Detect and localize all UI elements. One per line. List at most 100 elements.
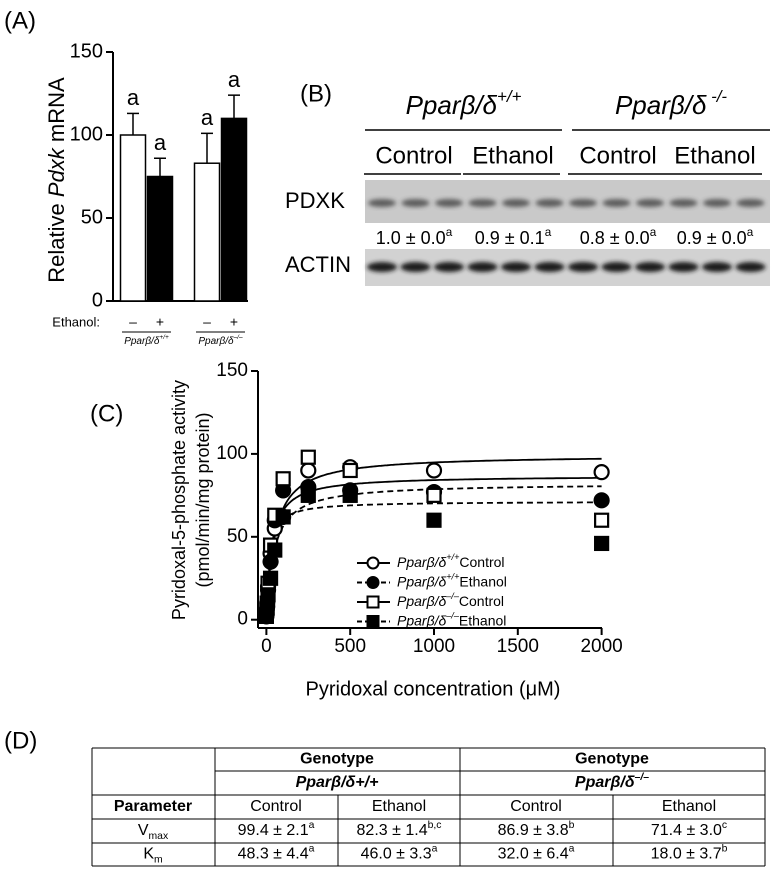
legend-genotype-sup: +/+ [446,552,459,562]
genotype-label-part: +/+ [497,87,522,106]
x-tick-label: 2000 [580,636,622,657]
table-parameter-part: V [138,822,149,839]
band [635,262,665,272]
legend-label: Pparβ/δ+/+Ethanol [397,572,507,589]
band [400,262,431,272]
marker [593,492,610,509]
group-label: Pparβ/δ–/– [198,334,243,346]
band [468,199,497,207]
quantification-part: 0.8 ± 0.0 [580,228,650,248]
genotype-label-part: Pparβ/δ [615,90,707,120]
table-cell-part: b,c [428,820,442,831]
panel-label: (B) [300,80,332,107]
y-tick-label: 0 [92,289,103,311]
band [568,262,598,272]
x-axis-label: Pyridoxal concentration (μM) [306,678,561,700]
table-genotype: Pparβ/δ+/+ [296,774,379,791]
panel-label: (D) [4,727,37,754]
band [401,199,430,207]
x-tick-label: 1000 [413,636,455,657]
y-tick-label: 150 [70,40,103,62]
legend-genotype: Pparβ/δ [397,573,446,589]
legend-label: Pparβ/δ–/–Ethanol [397,611,506,628]
legend-genotype: Pparβ/δ [397,593,446,609]
marker [426,512,442,528]
quantification: 1.0 ± 0.0a [376,226,453,248]
panel-label: (A) [4,7,36,34]
marker [267,542,283,558]
table-cell-part: 32.0 ± 6.4 [498,846,569,863]
table-column-header: Control [510,798,562,815]
quantification-part: 0.9 ± 0.1 [475,228,545,248]
band [702,262,732,272]
treatment-label: Control [579,142,656,169]
bar-label: a [127,85,140,110]
table-cell-part: a [309,844,315,855]
bar-label: a [201,105,214,130]
genotype-label-part: Pparβ/δ [406,90,498,120]
marker [425,462,443,479]
band [535,199,564,207]
treatment-label: Ethanol [674,142,755,169]
marker [594,512,610,528]
marker [426,487,442,503]
band [435,199,463,207]
legend-genotype-sup: +/+ [446,572,459,582]
marker [260,587,276,603]
y-tick-label: 0 [237,609,248,630]
bar [220,117,248,302]
quantification: 0.9 ± 0.0a [677,226,754,248]
table-cell-part: 46.0 ± 3.3 [361,846,432,863]
table-genotype: Pparβ/δ–/– [575,772,649,791]
group-label-part: Pparβ/δ [198,336,234,347]
table-column-header: Ethanol [372,798,426,815]
table-cell-part: 99.4 ± 2.1 [238,822,309,839]
group-label-part: –/– [233,334,243,341]
marker [275,471,291,487]
legend-marker [366,556,380,570]
bar [146,175,174,302]
row-label: PDXK [285,188,345,213]
treatment-label: Ethanol [472,142,553,169]
band [502,199,530,207]
table-header: Genotype [300,751,374,768]
band [501,262,531,272]
band [534,262,565,272]
treatment-label: Control [375,142,452,169]
legend-name: Control [459,593,504,609]
band [434,262,464,272]
table-cell: 32.0 ± 6.4a [498,844,575,863]
y-axis-label: Pyridoxal-5-phosphate activity [169,380,189,620]
table-genotype-part: –/– [635,772,650,783]
x-tick-label: 500 [334,636,366,657]
legend-label: Pparβ/δ–/–Control [397,591,504,608]
table-cell: 48.3 ± 4.4a [238,844,315,863]
band [668,262,699,272]
table-cell-part: 82.3 ± 1.4 [357,822,428,839]
marker [259,600,275,616]
table-cell-part: b [722,844,728,855]
group-label-part: Pparβ/δ [124,336,160,347]
band [736,199,765,207]
marker [593,464,610,481]
y-axis-label-part: Pdxk [44,147,69,197]
table-parameter-part: K [143,846,154,863]
quantification-part: 1.0 ± 0.0 [376,228,446,248]
quantification-part: a [747,226,754,239]
x-tick-label: 0 [261,636,272,657]
legend-genotype: Pparβ/δ [397,554,446,570]
legend-label: Pparβ/δ+/+Control [397,552,505,569]
row-label: ACTIN [285,252,351,277]
group-label-part: +/+ [159,334,169,341]
x-tick-label: – [129,314,137,330]
quantification-part: a [545,226,552,239]
x-prefix: Ethanol: [52,314,100,329]
table-column-header: Parameter [114,798,192,815]
marker [275,509,291,525]
table-column-header: Ethanol [662,798,716,815]
x-tick-label: + [230,314,238,330]
table-cell: 99.4 ± 2.1a [238,820,315,839]
bar-label: a [154,130,167,155]
table-cell-part: c [722,820,727,831]
